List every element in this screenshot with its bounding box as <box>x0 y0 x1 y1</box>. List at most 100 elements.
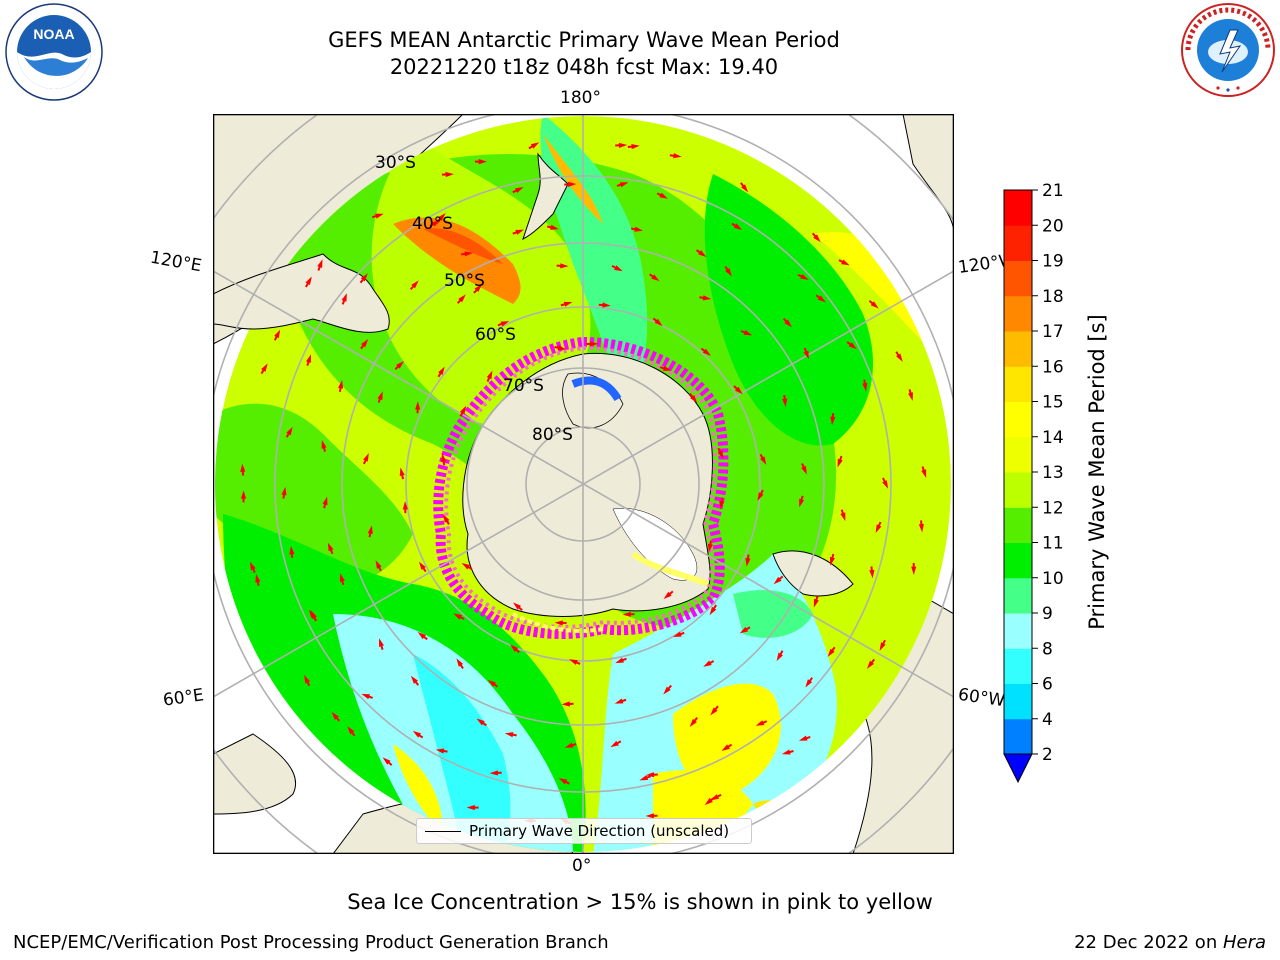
colorbar-cell <box>1004 577 1032 614</box>
wave-arrow-head <box>614 265 623 272</box>
wave-arrow-head <box>602 302 611 308</box>
colorbar: 2 4 6 8 9 10 11 12 13 14 15 16 17 18 19 20 21 <box>1003 181 1064 784</box>
wave-arrow-head <box>438 366 445 376</box>
wave-arrow-head <box>561 701 570 707</box>
footer-date: 22 Dec 2022 on Hera <box>1074 932 1266 953</box>
wave-arrow-head <box>703 660 712 667</box>
wave-arrow-head <box>478 159 487 165</box>
wave-arrow-head <box>415 401 421 410</box>
wave-arrow-head <box>803 350 809 360</box>
colorbar-cells <box>1003 189 1033 784</box>
wave-arrow-head <box>870 301 879 309</box>
wave-arrow-head <box>489 770 499 776</box>
wave-arrow-head <box>719 500 725 510</box>
wave-arrow-head <box>363 453 369 462</box>
wave-arrow-head <box>921 469 927 478</box>
wave-arrow-head <box>441 453 447 463</box>
wave-arrow-head <box>410 675 418 684</box>
wave-arrow-head <box>341 293 347 302</box>
wave-arrow-head <box>631 144 640 150</box>
noaa-logo-text: NOAA <box>33 26 74 42</box>
wave-arrow-head <box>830 416 836 426</box>
sea-ice-note: Sea Ice Concentration > 15% is shown in … <box>347 890 933 914</box>
wave-arrow-head <box>474 284 483 292</box>
wave-arrow-head <box>289 545 295 555</box>
chart-title-line2: 20221220 t18z 048h fcst Max: 19.40 <box>389 55 779 79</box>
wave-arrow-head <box>461 563 471 570</box>
colorbar-cell <box>1004 331 1032 367</box>
wave-arrow-head <box>618 142 628 148</box>
wave-arrow-head <box>514 186 524 193</box>
wave-arrow-head <box>306 354 311 363</box>
noaa-logo: NOAA <box>5 3 103 101</box>
wave-arrow-head <box>399 467 405 477</box>
wave-arrow-head <box>487 679 496 687</box>
colorbar-cell <box>1004 472 1032 508</box>
wave-arrow-head <box>281 486 287 496</box>
wave-arrow-head <box>347 726 355 735</box>
lat-label-80: 80°S <box>532 425 573 445</box>
wave-arrow-head <box>331 711 339 720</box>
wave-arrow-head <box>510 644 519 652</box>
wave-arrow-head <box>817 295 826 303</box>
colorbar-tick-label: 19 <box>1042 252 1064 272</box>
wave-arrow-head <box>411 280 419 289</box>
wave-arrow-head <box>361 693 371 700</box>
colorbar-tick-label: 20 <box>1042 216 1064 236</box>
wave-arrow-head <box>610 740 619 748</box>
wave-arrow-head <box>741 184 749 193</box>
sea-ice-ring <box>433 336 729 639</box>
wave-arrow-head <box>504 732 514 738</box>
colorbar-tick-label: 12 <box>1042 498 1064 518</box>
map-legend: Primary Wave Direction (unscaled) <box>416 818 752 844</box>
wave-arrow-head <box>760 456 767 465</box>
wave-arrow-head <box>515 229 525 235</box>
colorbar-cell <box>1004 190 1032 226</box>
lat-label-30: 30°S <box>375 153 416 173</box>
map-panel: 30°S 40°S 50°S 60°S 70°S 80°S <box>213 114 954 854</box>
lat-label-40: 40°S <box>412 214 453 234</box>
wave-arrow-head <box>805 679 813 688</box>
colorbar-cell <box>1004 366 1032 402</box>
wave-arrow-head <box>827 648 835 657</box>
wave-arrow-head <box>550 224 559 230</box>
colorbar-cell <box>1004 401 1032 438</box>
colorbar-tick-label: 16 <box>1042 357 1064 377</box>
wave-arrow-head <box>240 463 246 473</box>
wave-arrow-head <box>745 557 751 567</box>
wave-arrow-head <box>662 365 672 371</box>
wave-arrow-head <box>530 142 540 149</box>
wave-arrow-head <box>698 250 707 258</box>
colorbar-label: Primary Wave Mean Period [s] <box>1085 314 1109 630</box>
graticule <box>213 114 954 854</box>
lon-label-60e: 60°E <box>161 685 206 711</box>
wave-arrow-head <box>673 631 682 637</box>
colorbar-cell <box>1004 295 1032 332</box>
wave-arrow-head <box>798 735 808 741</box>
wave-arrow-head <box>784 319 792 328</box>
wave-arrow-head <box>734 386 743 395</box>
wave-direction-arrows <box>240 142 927 825</box>
wave-arrow-head <box>456 658 464 667</box>
footer-machine: Hera <box>1222 932 1266 953</box>
wave-arrow-head <box>622 611 631 617</box>
wave-arrow-head <box>896 353 903 362</box>
wave-arrow-head <box>755 720 765 726</box>
colorbar-extend-arrow <box>1003 753 1033 784</box>
wave-arrow-head <box>869 569 875 579</box>
wave-arrow-head <box>560 263 569 269</box>
wave-arrow-head <box>841 259 850 266</box>
colorbar-tick-label: 17 <box>1042 322 1064 342</box>
wave-arrow-head <box>375 213 384 219</box>
wave-arrow-head <box>813 234 821 243</box>
antarctica <box>462 352 713 617</box>
wave-arrow-head <box>412 730 422 738</box>
wave-arrow-head <box>862 382 868 392</box>
wave-arrow-head <box>361 339 369 348</box>
wave-arrow-head <box>659 192 668 199</box>
wave-arrow-head <box>435 748 445 754</box>
colorbar-cell <box>1004 683 1032 720</box>
wave-arrow-head <box>286 426 293 436</box>
wave-arrow-head <box>554 620 563 626</box>
wave-arrow-head <box>615 657 624 664</box>
